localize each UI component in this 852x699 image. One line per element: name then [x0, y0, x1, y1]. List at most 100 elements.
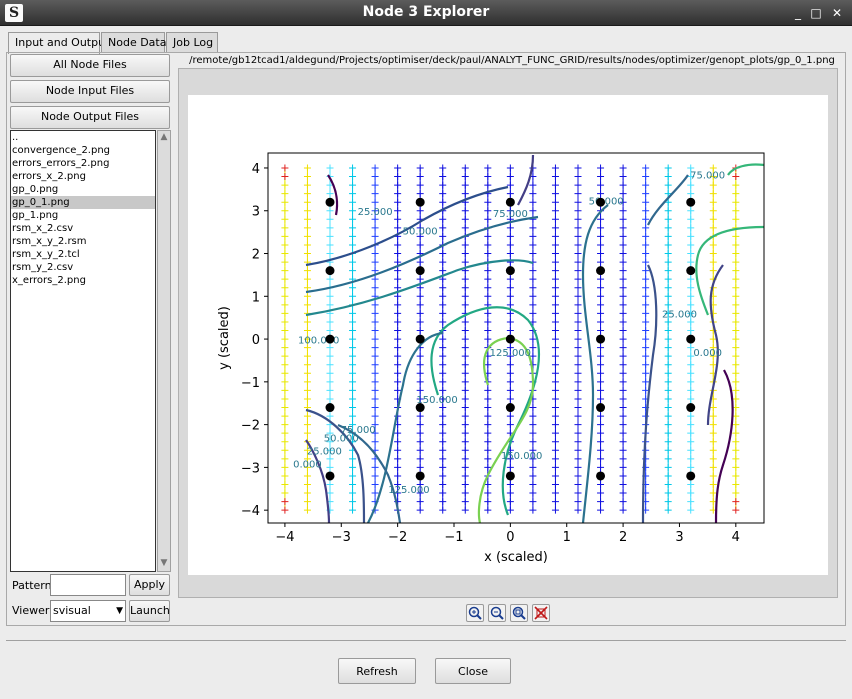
grid-point-marker [303, 335, 311, 343]
grid-point-marker [732, 378, 740, 386]
tab-job-log[interactable]: Job Log [166, 32, 218, 53]
grid-point-marker [732, 190, 740, 198]
grid-point-marker [597, 361, 605, 369]
grid-point-marker [461, 455, 469, 463]
grid-point-marker [529, 284, 537, 292]
grid-point-marker [574, 215, 582, 223]
grid-point-marker [687, 181, 695, 189]
grid-point-marker [281, 190, 289, 198]
grid-point-marker [371, 369, 379, 377]
grid-point-marker [619, 181, 627, 189]
grid-point-marker [303, 173, 311, 181]
file-list-item[interactable]: rsm_y_2.csv [12, 262, 74, 273]
grid-point-marker [461, 463, 469, 471]
grid-point-marker [551, 267, 559, 275]
grid-point-marker [597, 190, 605, 198]
grid-point-marker [709, 250, 717, 258]
grid-point-marker [551, 181, 559, 189]
grid-point-marker [484, 284, 492, 292]
grid-point-marker [371, 463, 379, 471]
file-list-item[interactable]: gp_1.png [12, 210, 59, 221]
grid-point-marker [461, 472, 469, 480]
file-list-item[interactable]: convergence_2.png [12, 145, 111, 156]
grid-point-marker [371, 395, 379, 403]
grid-point-marker [394, 327, 402, 335]
grid-point-marker [506, 250, 514, 258]
contour-line [477, 336, 535, 524]
grid-point-marker [461, 241, 469, 249]
tab-node-data[interactable]: Node Data [101, 32, 166, 53]
file-list-scrollbar[interactable]: ▲ ▼ [157, 130, 171, 572]
grid-point-marker [371, 181, 379, 189]
refresh-button[interactable]: Refresh [338, 658, 416, 684]
grid-point-marker [732, 301, 740, 309]
grid-point-marker [642, 352, 650, 360]
grid-point-marker [551, 404, 559, 412]
grid-point-marker [326, 361, 334, 369]
all-node-files-button[interactable]: All Node Files [10, 54, 170, 77]
grid-point-marker [551, 498, 559, 506]
grid-point-marker [394, 181, 402, 189]
scroll-up-icon[interactable]: ▲ [160, 132, 168, 142]
file-list-item[interactable]: rsm_x_2.csv [12, 223, 74, 234]
grid-point-marker [619, 369, 627, 377]
zoom-out-button[interactable] [488, 604, 506, 622]
apply-button[interactable]: Apply [129, 574, 170, 596]
zoom-fit-button[interactable] [510, 604, 528, 622]
grid-point-marker [597, 438, 605, 446]
pattern-input[interactable] [50, 574, 126, 596]
x-tick-label: −1 [444, 530, 463, 545]
grid-point-marker [371, 198, 379, 206]
file-list-item[interactable]: x_errors_2.png [12, 275, 86, 286]
scroll-down-icon[interactable]: ▼ [160, 558, 168, 568]
grid-point-marker [642, 327, 650, 335]
file-list-item[interactable]: gp_0_1.png [11, 196, 155, 209]
grid-point-marker [439, 455, 447, 463]
grid-point-marker [732, 463, 740, 471]
viewer-select[interactable]: svisual ▼ [50, 600, 126, 622]
grid-point-marker [416, 258, 424, 266]
launch-button[interactable]: Launch [129, 600, 170, 622]
grid-point-marker [551, 489, 559, 497]
file-list-item[interactable]: errors_x_2.png [12, 171, 86, 182]
node-output-files-button[interactable]: Node Output Files [10, 106, 170, 129]
grid-point-marker [619, 463, 627, 471]
file-list-item[interactable]: errors_errors_2.png [12, 158, 110, 169]
grid-point-marker [461, 215, 469, 223]
file-list-item[interactable]: .. [12, 132, 19, 143]
grid-point-marker [529, 292, 537, 300]
file-list-item[interactable]: rsm_x_y_2.rsm [12, 236, 87, 247]
close-window-button[interactable]: ✕ [831, 6, 843, 20]
grid-point-marker [416, 378, 424, 386]
plot-frame [267, 152, 765, 524]
grid-point-marker [484, 198, 492, 206]
file-list-item[interactable]: rsm_x_y_2.tcl [12, 249, 80, 260]
file-list-item[interactable]: gp_0.png [12, 184, 59, 195]
grid-point-marker [416, 446, 424, 454]
grid-point-marker [416, 224, 424, 232]
grid-point-marker [574, 489, 582, 497]
zoom-in-button[interactable] [466, 604, 484, 622]
grid-point-marker [732, 455, 740, 463]
grid-point-marker [574, 395, 582, 403]
footer-divider [6, 640, 846, 641]
grid-point-marker [687, 258, 695, 266]
grid-point-marker [619, 378, 627, 386]
grid-point-marker [281, 215, 289, 223]
grid-point-marker [303, 284, 311, 292]
tab-input-output[interactable]: Input and Output [8, 32, 109, 54]
grid-point-marker [394, 215, 402, 223]
grid-point-marker [597, 284, 605, 292]
grid-point-marker [394, 198, 402, 206]
grid-point-marker [597, 232, 605, 240]
node-input-files-button[interactable]: Node Input Files [10, 80, 170, 103]
zoom-reset-button[interactable] [532, 604, 550, 622]
grid-point-marker [281, 455, 289, 463]
maximize-button[interactable]: □ [810, 6, 822, 20]
close-button[interactable]: Close [435, 658, 511, 684]
grid-point-marker [664, 429, 672, 437]
minimize-button[interactable]: _ [795, 6, 801, 20]
grid-point-marker [709, 258, 717, 266]
grid-point-marker [619, 498, 627, 506]
